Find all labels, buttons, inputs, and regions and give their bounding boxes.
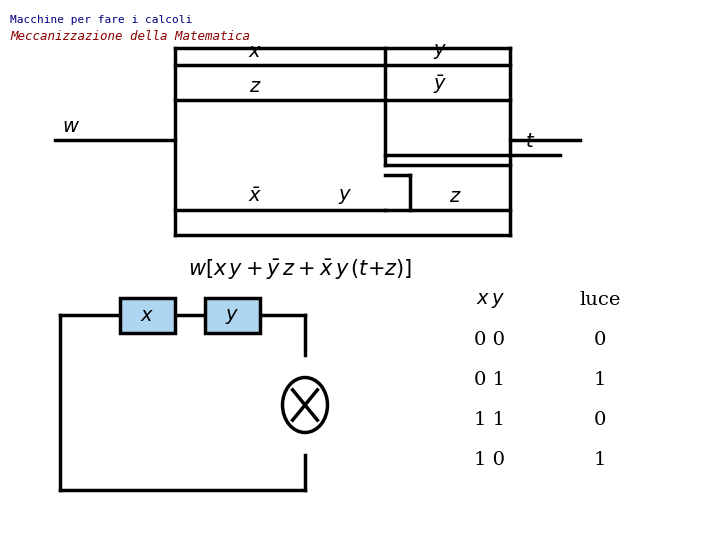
Text: $y$: $y$ — [225, 307, 240, 326]
Text: luce: luce — [580, 291, 621, 309]
Text: $x$: $x$ — [140, 307, 155, 325]
Text: $y$: $y$ — [338, 187, 352, 206]
Text: 0 1: 0 1 — [474, 371, 505, 389]
Text: $w$: $w$ — [62, 118, 80, 136]
Text: $w[x\,y + \bar{y}\,z + \bar{x}\,y\,(t{+}z)]$: $w[x\,y + \bar{y}\,z + \bar{x}\,y\,(t{+}… — [188, 258, 412, 282]
Text: Meccanizzazione della Matematica: Meccanizzazione della Matematica — [10, 30, 250, 43]
Text: $t$: $t$ — [525, 133, 535, 151]
Text: $z$: $z$ — [248, 78, 261, 96]
Ellipse shape — [282, 377, 328, 433]
Text: $x\,y$: $x\,y$ — [475, 291, 505, 309]
Bar — [120, 298, 175, 333]
Text: 1 1: 1 1 — [474, 411, 505, 429]
Text: 0: 0 — [594, 411, 606, 429]
Text: $\bar{x}$: $\bar{x}$ — [248, 187, 262, 206]
Text: 0 0: 0 0 — [474, 331, 505, 349]
Text: $x$: $x$ — [248, 43, 262, 61]
Text: Macchine per fare i calcoli: Macchine per fare i calcoli — [10, 15, 192, 25]
Text: $y$: $y$ — [433, 42, 447, 61]
Bar — [205, 298, 260, 333]
Text: $z$: $z$ — [449, 188, 462, 206]
Text: $\bar{y}$: $\bar{y}$ — [433, 73, 447, 96]
Text: 1 0: 1 0 — [474, 451, 505, 469]
Text: 0: 0 — [594, 331, 606, 349]
Text: 1: 1 — [594, 371, 606, 389]
Text: 1: 1 — [594, 451, 606, 469]
